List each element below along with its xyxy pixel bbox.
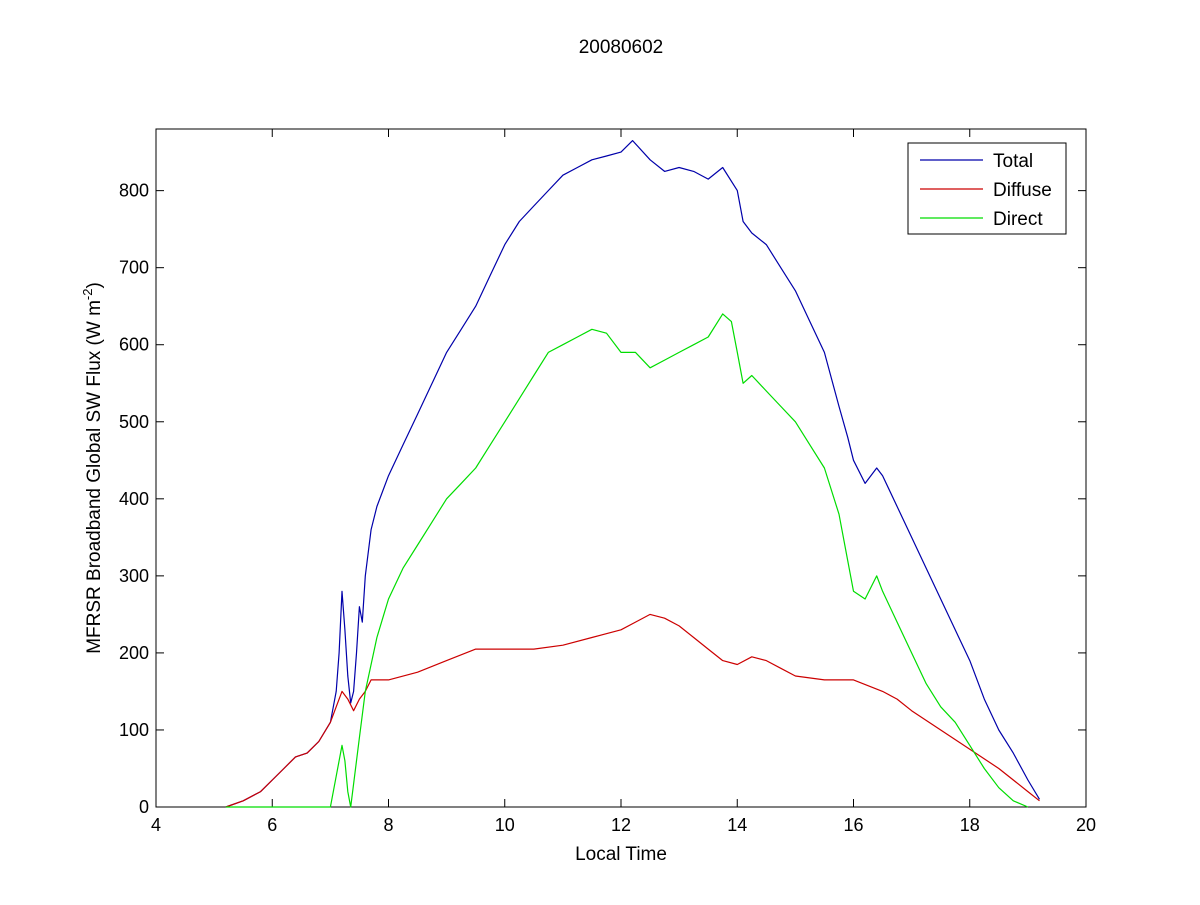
y-tick-label: 400 <box>119 489 149 509</box>
legend-label-total: Total <box>993 151 1033 172</box>
series-layer <box>225 140 1041 808</box>
series-line-total <box>225 140 1041 808</box>
y-tick-label: 300 <box>119 566 149 586</box>
x-tick-label: 10 <box>495 815 515 835</box>
chart-title: 20080602 <box>579 37 664 58</box>
x-axis-label: Local Time <box>575 844 667 865</box>
y-axis-label-main: MFRSR Broadband Global SW Flux (W m <box>84 300 105 654</box>
x-axis-ticks: 4 6 8 10 12 14 16 18 20 <box>151 129 1096 835</box>
plot-area <box>155 128 1087 808</box>
y-axis-label: MFRSR Broadband Global SW Flux (W m-2) <box>80 282 105 654</box>
legend: Total Diffuse Direct <box>907 142 1067 235</box>
y-axis-label-superscript: -2 <box>80 289 95 301</box>
y-tick-label: 800 <box>119 181 149 201</box>
legend-label-diffuse: Diffuse <box>993 180 1052 201</box>
y-axis-ticks: 0 100 200 300 400 500 600 700 800 <box>119 181 1086 817</box>
series-line-direct <box>225 313 1029 808</box>
x-tick-label: 20 <box>1076 815 1096 835</box>
y-tick-label: 600 <box>119 335 149 355</box>
x-tick-label: 4 <box>151 815 161 835</box>
x-tick-label: 16 <box>843 815 863 835</box>
y-axis-label-end: ) <box>84 282 105 288</box>
y-tick-label: 500 <box>119 412 149 432</box>
x-tick-label: 8 <box>383 815 393 835</box>
legend-label-direct: Direct <box>993 209 1043 230</box>
x-tick-label: 14 <box>727 815 747 835</box>
x-tick-label: 18 <box>960 815 980 835</box>
x-tick-label: 6 <box>267 815 277 835</box>
series-line-diffuse <box>225 613 1040 808</box>
y-tick-label: 200 <box>119 643 149 663</box>
y-tick-label: 700 <box>119 258 149 278</box>
y-tick-label: 0 <box>139 797 149 817</box>
x-tick-label: 12 <box>611 815 631 835</box>
y-tick-label: 100 <box>119 720 149 740</box>
